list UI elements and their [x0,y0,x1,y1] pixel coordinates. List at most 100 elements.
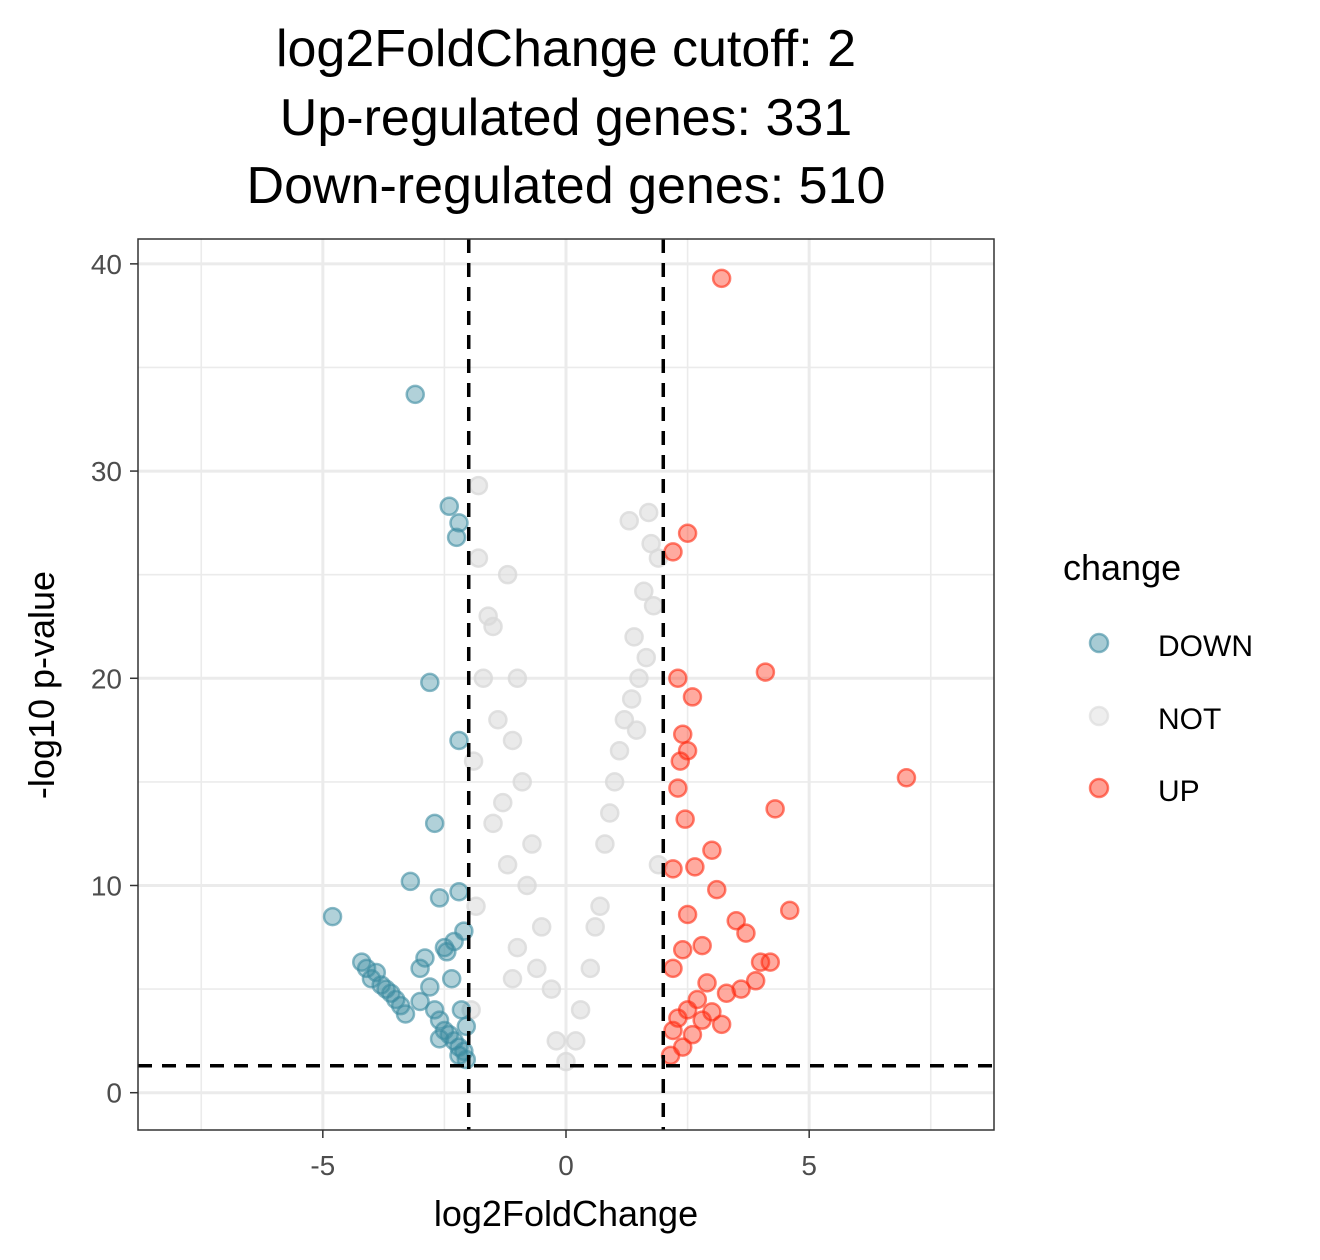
point-up [668,778,688,798]
point-down [420,977,440,997]
point-not [585,917,605,937]
point-up [677,904,698,925]
point-down [424,813,445,834]
point-not [546,1031,567,1051]
point-up [682,687,703,707]
point-down [410,991,430,1012]
point-up [692,1010,712,1030]
point-up [672,724,693,744]
point-not [619,511,639,531]
point-down [429,1010,450,1030]
point-down [415,948,435,968]
point-not [636,647,656,668]
point-not [595,834,615,854]
y-tick-label: 20 [91,663,122,694]
point-up [745,971,766,991]
x-tick-label: 5 [801,1150,817,1181]
point-up [668,668,688,689]
point-up [707,879,727,900]
point-not [502,968,523,989]
point-not [507,937,528,958]
x-axis-title: log2FoldChange [434,1193,698,1234]
point-down [322,906,343,927]
point-not [609,741,630,761]
point-not [580,958,601,979]
title-line-3: Down-regulated genes: 510 [247,157,886,215]
cutoff-lines [138,239,994,1130]
point-not [468,475,489,496]
x-tick-label: -5 [310,1150,335,1181]
point-up [702,840,722,861]
point-up [765,799,785,819]
point-down [449,513,469,533]
point-not [468,548,489,568]
title-line-2: Up-regulated genes: 331 [280,89,852,147]
point-not [614,709,635,730]
y-axis: 0 10 20 30 40 [91,249,138,1109]
point-not [641,533,661,554]
point-down [429,888,450,908]
point-not [565,1031,586,1051]
point-down [446,527,467,548]
point-up [663,859,683,879]
point-not [590,896,610,916]
point-down [405,384,425,405]
y-tick-label: 0 [106,1078,122,1109]
point-not [497,855,518,875]
point-not [493,792,513,813]
point-up [711,1014,732,1035]
point-down [437,942,457,962]
y-tick-label: 30 [91,456,122,487]
point-down [449,881,469,902]
legend-key-not [1088,705,1110,727]
point-not [531,917,552,937]
point-down [356,958,377,979]
grid-lines [138,239,994,1130]
point-not [626,720,647,740]
point-up [663,958,683,979]
point-not [643,596,664,616]
legend-label-down: DOWN [1158,630,1253,663]
point-down [424,1000,445,1020]
point-down [439,496,460,517]
point-not [604,772,625,792]
point-not [638,502,659,523]
title-line-1: log2FoldChange cutoff: 2 [276,20,856,78]
point-down [395,1004,416,1024]
legend: change DOWN NOT UP [1063,547,1253,808]
point-up [663,1020,683,1041]
point-not [497,564,518,585]
point-down [456,1016,477,1037]
point-not [502,730,523,751]
point-not [527,958,547,979]
point-not [541,979,562,999]
x-tick-label: 0 [558,1150,574,1181]
point-up [697,973,717,993]
point-not [600,803,620,823]
point-up [672,939,693,960]
point-not [634,581,654,602]
y-axis-title: -log10 p-value [21,571,62,799]
point-up [692,935,712,956]
point-down [400,871,421,892]
legend-title: change [1063,547,1181,588]
legend-key-down [1088,632,1110,654]
point-up [726,910,746,931]
point-up [677,523,698,543]
y-tick-label: 10 [91,870,122,901]
point-up [675,809,695,829]
point-not [473,668,494,689]
point-up [711,268,732,289]
point-not [488,709,508,730]
legend-label-not: NOT [1158,703,1221,736]
point-not [466,896,486,916]
point-not [624,627,644,647]
point-down [420,672,440,693]
point-up [685,857,705,877]
point-down [376,979,396,999]
chart-title: log2FoldChange cutoff: 2 Up-regulated ge… [247,20,886,215]
point-up [760,952,781,972]
point-up [896,767,917,788]
point-down [410,958,430,979]
